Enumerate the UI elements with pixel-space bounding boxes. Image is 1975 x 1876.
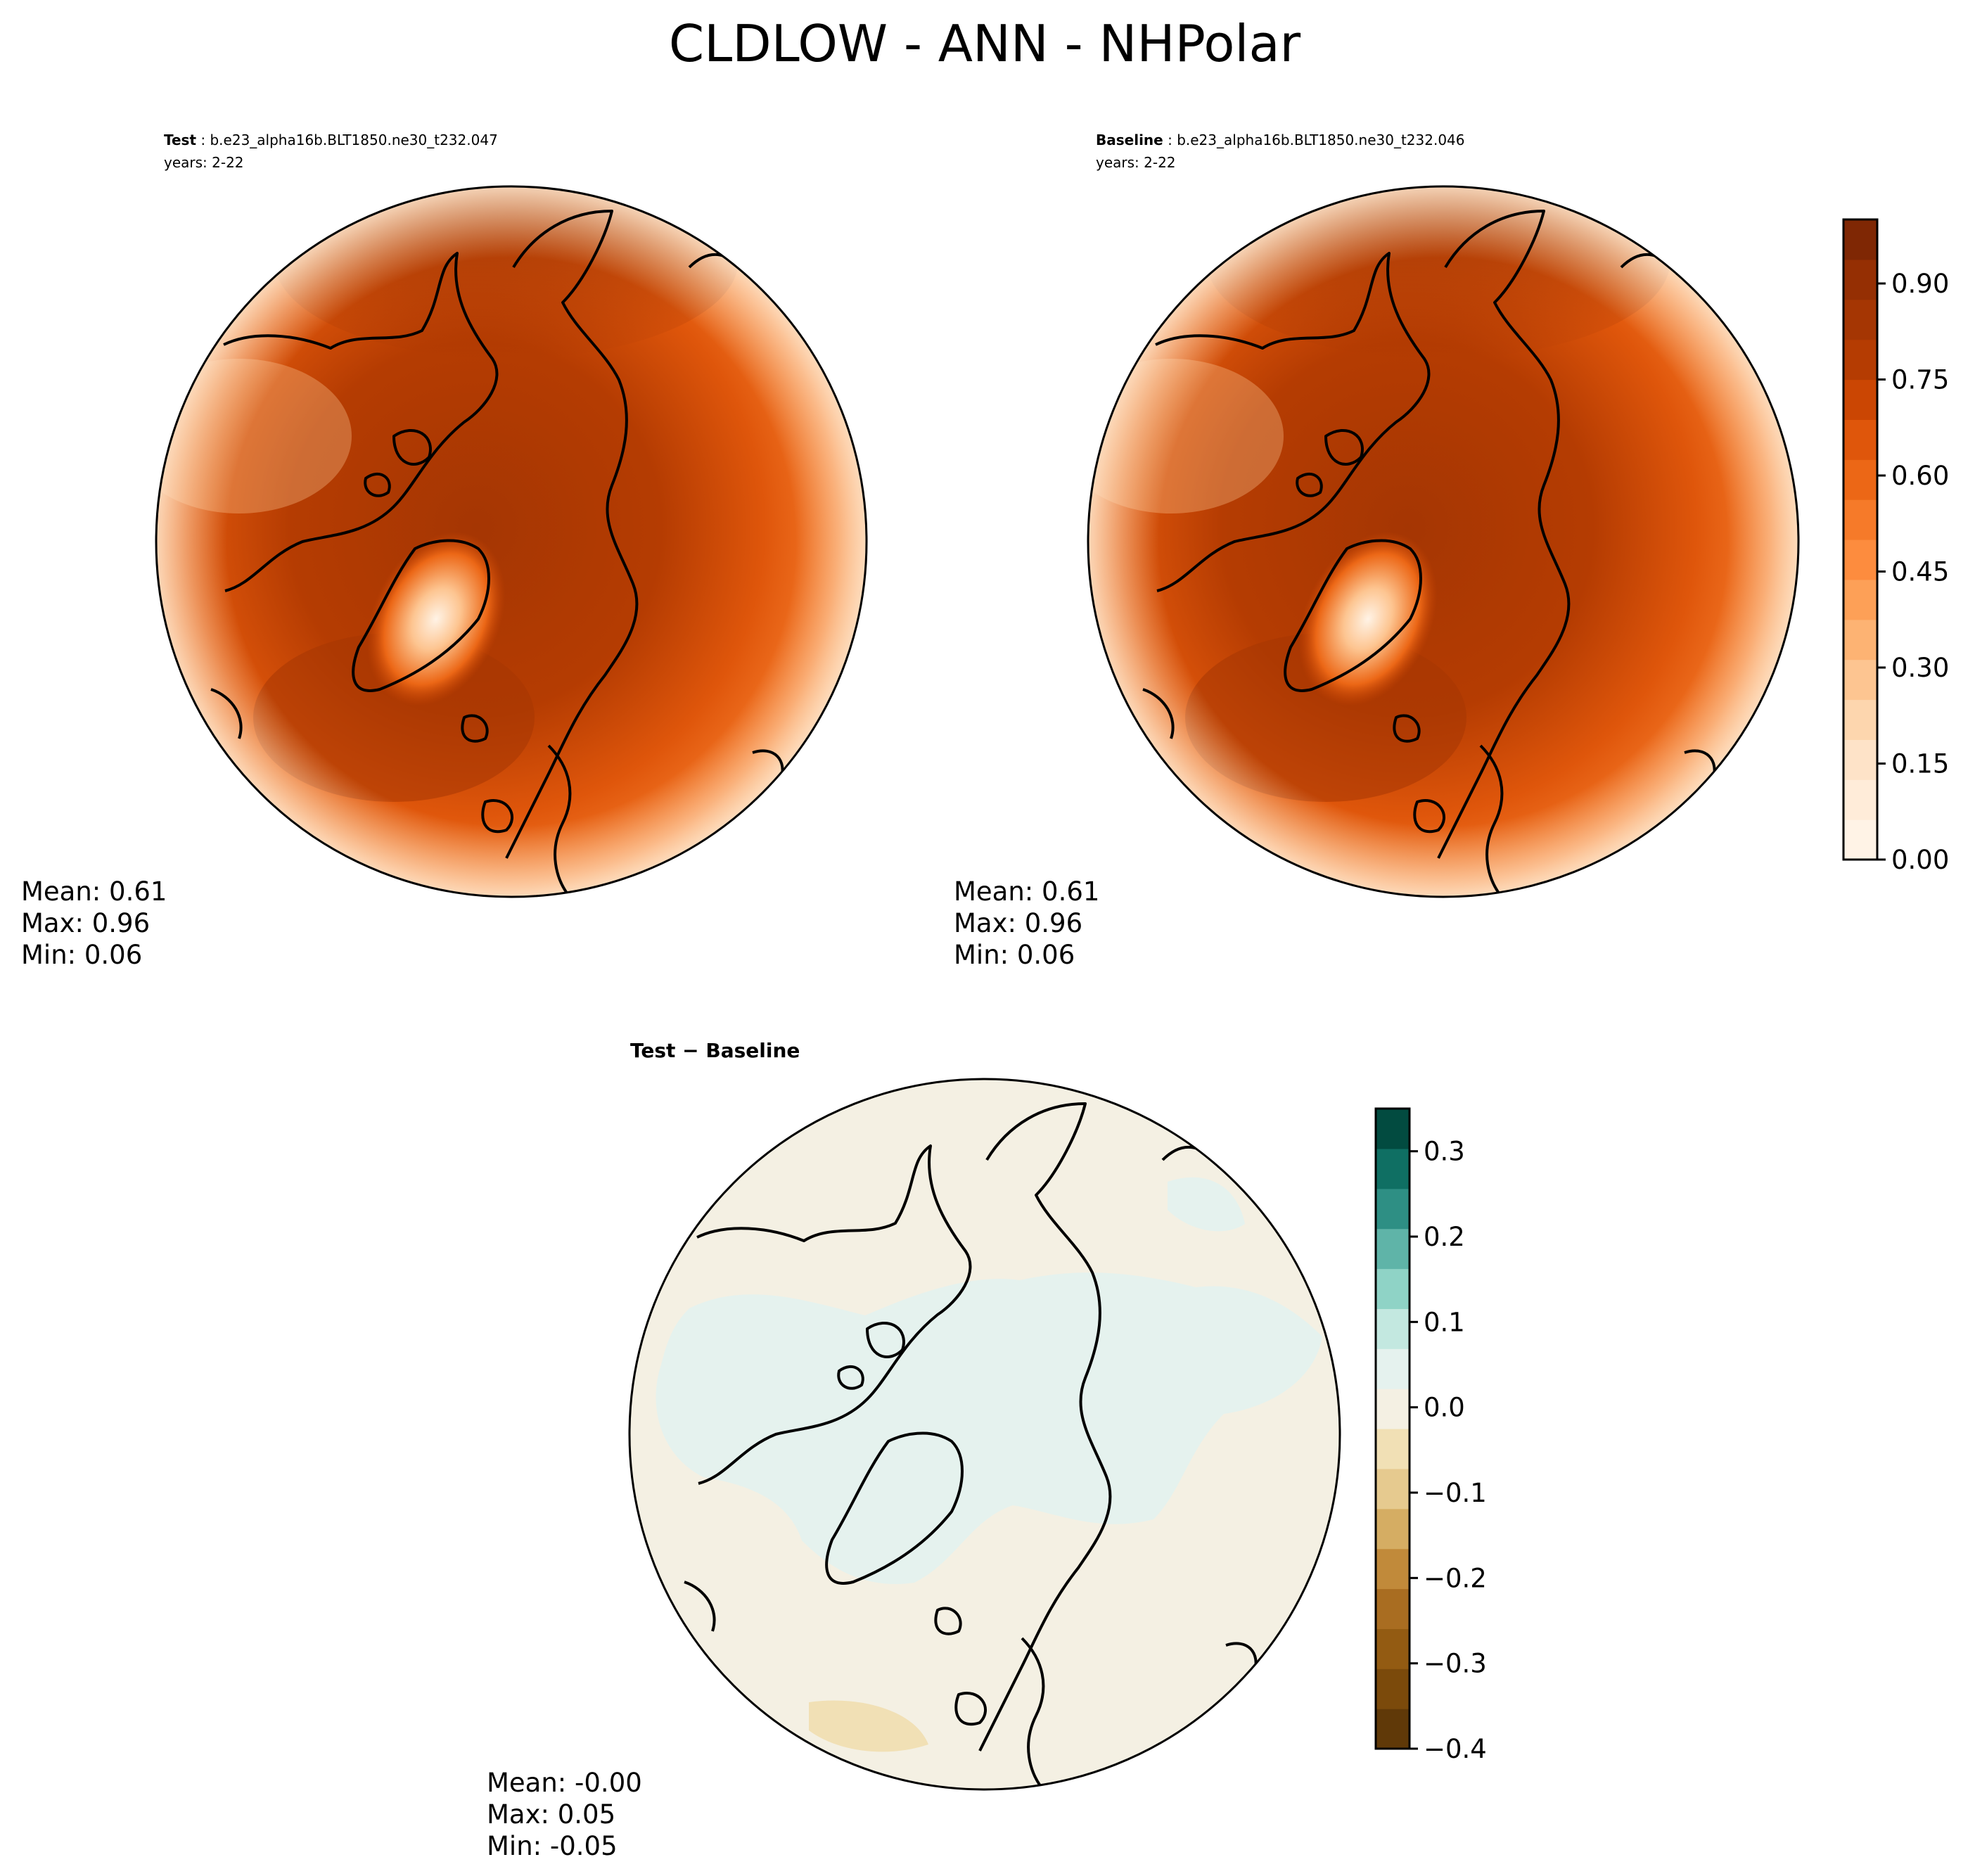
- colorbar-main-tick-label: 0.00: [1891, 845, 1949, 875]
- panel-diff-min: Min: -0.05: [487, 1831, 618, 1861]
- panel-test-label: Test: [164, 132, 196, 148]
- svg-text:Baseline : b.e23: Baseline : b.e23_alpha16b.BLT1850.ne30_t…: [1096, 132, 1465, 148]
- colorbar-diff-segment: [1376, 1389, 1410, 1429]
- colorbar-diff-segment: [1376, 1548, 1410, 1590]
- colorbar-diff-segment: [1376, 1429, 1410, 1469]
- colorbar-diff-segment: [1376, 1668, 1410, 1709]
- colorbar-main-segment: [1843, 699, 1877, 740]
- panel-test: Test : b.e23_alpha16b.BLT1850.ne30_t232.…: [21, 132, 868, 970]
- panel-baseline-separator: :: [1168, 132, 1177, 148]
- panel-baseline-mean: Mean: 0.61: [954, 876, 1099, 907]
- panel-diff-map: [629, 1079, 1340, 1789]
- colorbar-main-segment: [1843, 219, 1877, 260]
- colorbar-diff-tick-label: 0.1: [1424, 1307, 1465, 1337]
- colorbar-main: 0.00 0.15 0.30 0.45 0.60 0.75 0.90: [1842, 218, 1949, 875]
- colorbar-main-tick-label: 0.15: [1891, 749, 1949, 779]
- panel-baseline-years: years: 2-22: [1096, 154, 1176, 171]
- colorbar-diff-tick-label: 0.0: [1424, 1393, 1465, 1423]
- colorbar-diff-tick-label: 0.2: [1424, 1222, 1465, 1252]
- colorbar-diff-tick-label: 0.3: [1424, 1137, 1465, 1167]
- colorbar-main-segment: [1843, 619, 1877, 661]
- colorbar-main-segment: [1843, 459, 1877, 500]
- colorbar-diff-segment: [1376, 1628, 1410, 1669]
- panel-baseline-max: Max: 0.96: [954, 908, 1082, 938]
- panel-baseline-label: Baseline: [1096, 132, 1163, 148]
- colorbar-main-segment: [1843, 499, 1877, 540]
- colorbar-diff-tick-label: −0.1: [1424, 1478, 1487, 1508]
- panel-test-max: Max: 0.96: [21, 908, 150, 938]
- colorbar-diff-segment: [1376, 1268, 1410, 1309]
- colorbar-main-segment: [1843, 299, 1877, 340]
- colorbar-main-segment: [1843, 779, 1877, 820]
- colorbar-diff-tick-label: −0.4: [1424, 1734, 1487, 1764]
- colorbar-main-tick-label: 0.60: [1891, 461, 1949, 491]
- panel-test-mean: Mean: 0.61: [21, 876, 167, 907]
- colorbar-diff: −0.4 −0.3 −0.2 −0.1 0.0 0.1 0.2 0.3: [1374, 1107, 1487, 1764]
- colorbar-main-segment: [1843, 379, 1877, 420]
- panel-test-years: years: 2-22: [164, 154, 244, 171]
- panel-test-map: [156, 186, 867, 897]
- panel-diff-mean: Mean: -0.00: [487, 1768, 642, 1798]
- figure-title: CLDLOW - ANN - NHPolar: [669, 14, 1301, 73]
- colorbar-main-segment: [1843, 419, 1877, 460]
- colorbar-main-segment: [1843, 540, 1877, 580]
- colorbar-main-tick-label: 0.45: [1891, 557, 1949, 587]
- colorbar-diff-segment: [1376, 1588, 1410, 1629]
- colorbar-diff-segment: [1376, 1308, 1410, 1349]
- colorbar-main-segment: [1843, 659, 1877, 701]
- colorbar-diff-segment: [1376, 1148, 1410, 1189]
- colorbar-diff-tick-label: −0.2: [1424, 1563, 1487, 1593]
- panel-baseline-map: [1088, 186, 1798, 897]
- colorbar-main-segment: [1843, 819, 1877, 860]
- colorbar-main-segment: [1843, 259, 1877, 300]
- panel-baseline-case: b.e23_alpha16b.BLT1850.ne30_t232.046: [1177, 132, 1464, 148]
- colorbar-main-tick-label: 0.75: [1891, 365, 1949, 395]
- colorbar-main-tick-label: 0.90: [1891, 269, 1949, 299]
- svg-text:Test : b.e23_alp: Test : b.e23_alpha16b.BLT1850.ne30_t232.…: [164, 132, 498, 148]
- colorbar-diff-border: [1374, 1107, 1411, 1750]
- panel-diff-max: Max: 0.05: [487, 1799, 615, 1830]
- panel-test-min: Min: 0.06: [21, 940, 142, 970]
- colorbar-main-border: [1842, 218, 1879, 861]
- colorbar-diff-segment: [1376, 1228, 1410, 1270]
- panel-baseline: Baseline : b.e23_alpha16b.BLT1850.ne30_t…: [954, 132, 1800, 970]
- panel-baseline-min: Min: 0.06: [954, 940, 1075, 970]
- colorbar-main-tick-label: 0.30: [1891, 653, 1949, 683]
- colorbar-main-segment: [1843, 739, 1877, 780]
- panel-diff: Test − Baseline Mean: -0.00 Max:: [487, 1039, 1341, 1861]
- colorbar-diff-segment: [1376, 1188, 1410, 1230]
- colorbar-diff-segment: [1376, 1709, 1410, 1749]
- colorbar-diff-segment: [1376, 1348, 1410, 1389]
- colorbar-diff-segment: [1376, 1508, 1410, 1550]
- panel-test-separator: :: [200, 132, 210, 148]
- panel-diff-title: Test − Baseline: [630, 1039, 800, 1062]
- colorbar-diff-segment: [1376, 1468, 1410, 1510]
- colorbar-diff-segment: [1376, 1109, 1410, 1149]
- colorbar-main-segment: [1843, 579, 1877, 620]
- colorbar-main-segment: [1843, 339, 1877, 381]
- colorbar-diff-tick-label: −0.3: [1424, 1649, 1487, 1679]
- panel-test-case: b.e23_alpha16b.BLT1850.ne30_t232.047: [210, 132, 497, 148]
